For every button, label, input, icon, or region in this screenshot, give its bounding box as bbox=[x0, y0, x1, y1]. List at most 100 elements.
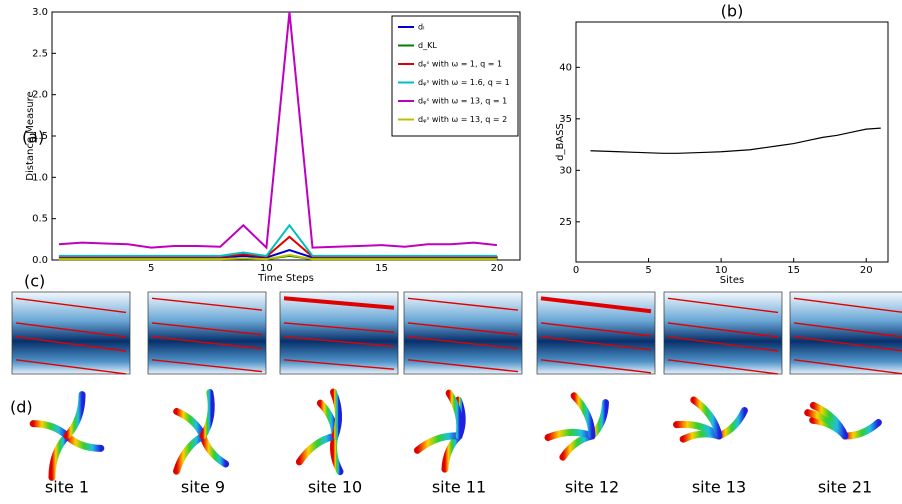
heatmap-contour bbox=[151, 297, 263, 311]
star-arm bbox=[199, 389, 215, 440]
panel-label: (c) bbox=[24, 272, 45, 291]
y-tick-label: 0.0 bbox=[32, 255, 48, 266]
heatmap-contour bbox=[283, 296, 395, 310]
heatmap-contour bbox=[667, 297, 779, 314]
star-arm bbox=[29, 420, 71, 440]
x-axis-label: Time Steps bbox=[257, 273, 314, 284]
y-tick-label: 40 bbox=[559, 62, 572, 73]
panel-label: (a) bbox=[22, 128, 44, 147]
star-arm bbox=[441, 432, 463, 473]
x-tick-label: 10 bbox=[715, 265, 728, 276]
panel-label: (d) bbox=[10, 398, 33, 417]
heatmap-contour bbox=[15, 322, 127, 338]
x-tick-label: 5 bbox=[148, 263, 154, 274]
heatmap-contour bbox=[793, 359, 902, 375]
legend-label: d_KL bbox=[418, 41, 437, 50]
y-tick-label: 1.5 bbox=[32, 131, 48, 142]
star-arm bbox=[559, 432, 596, 461]
star-arm bbox=[544, 428, 596, 442]
heatmap-contour bbox=[540, 296, 652, 314]
legend-label: dᵩˢ with ω = 1, q = 1 bbox=[418, 60, 502, 69]
heatmap-contour bbox=[151, 359, 263, 373]
y-tick-label: 1.0 bbox=[32, 172, 48, 183]
y-axis-label: Distance Measure bbox=[25, 91, 36, 180]
panel-label: (b) bbox=[721, 2, 744, 21]
star-arm bbox=[173, 432, 207, 475]
legend-label: dᵩˢ with ω = 1.6, q = 1 bbox=[418, 78, 510, 87]
star-arm bbox=[570, 392, 596, 440]
heatmap-contour bbox=[540, 359, 652, 374]
star-arm bbox=[841, 419, 882, 440]
plot-frame bbox=[575, 21, 889, 263]
star-arm bbox=[173, 407, 207, 440]
star-arm bbox=[445, 389, 464, 440]
site-label: site 9 bbox=[181, 478, 225, 497]
site-label: site 21 bbox=[818, 478, 872, 497]
y-tick-label: 25 bbox=[559, 217, 572, 228]
star-arm bbox=[413, 432, 463, 454]
legend-box bbox=[391, 15, 519, 137]
heatmap-contour bbox=[667, 359, 779, 375]
y-axis-label: d_BASS bbox=[555, 123, 566, 161]
star-arm bbox=[48, 432, 71, 481]
x-tick-label: 0 bbox=[573, 265, 579, 276]
heatmap-contour bbox=[407, 322, 519, 336]
heatmap-contour bbox=[667, 336, 779, 352]
star-arm bbox=[690, 396, 723, 440]
heatmap-contour bbox=[793, 297, 902, 313]
star-glyph bbox=[804, 401, 882, 440]
legend-label: dᵩˢ with ω = 13, q = 1 bbox=[418, 97, 507, 106]
x-axis-label: Sites bbox=[720, 275, 744, 286]
star-glyph bbox=[173, 389, 230, 475]
star-arm bbox=[330, 432, 344, 476]
heatmap-contour bbox=[15, 336, 127, 352]
heatmap-contour bbox=[15, 297, 127, 314]
site-label: site 12 bbox=[565, 478, 619, 497]
star-arm bbox=[199, 432, 230, 468]
y-tick-label: 3.0 bbox=[32, 7, 48, 18]
heatmap-contour bbox=[151, 336, 263, 350]
site-label: site 1 bbox=[45, 478, 89, 497]
y-tick-label: 2.5 bbox=[32, 48, 48, 59]
heatmap-contour bbox=[407, 297, 519, 311]
x-tick-label: 15 bbox=[787, 265, 800, 276]
x-tick-label: 20 bbox=[491, 263, 504, 274]
y-tick-label: 0.5 bbox=[32, 214, 48, 225]
series-line bbox=[58, 223, 497, 257]
heatmap-contour bbox=[540, 336, 652, 351]
star-glyph bbox=[544, 392, 609, 461]
y-tick-label: 30 bbox=[559, 165, 572, 176]
heatmap-contour bbox=[407, 336, 519, 350]
star-arm bbox=[715, 407, 748, 440]
star-arm bbox=[295, 432, 339, 466]
heatmap-contour bbox=[540, 322, 652, 337]
site-label: site 10 bbox=[308, 478, 362, 497]
x-tick-label: 20 bbox=[860, 265, 873, 276]
x-tick-label: 15 bbox=[375, 263, 388, 274]
heatmap-contour bbox=[793, 322, 902, 338]
series-line bbox=[58, 254, 497, 261]
star-arm bbox=[329, 388, 343, 440]
heatmap-contour bbox=[407, 359, 519, 373]
x-tick-label: 10 bbox=[260, 263, 273, 274]
heatmap-contour bbox=[151, 322, 263, 336]
star-glyph bbox=[672, 396, 748, 443]
heatmap-contour bbox=[283, 336, 395, 347]
heatmap-contour bbox=[283, 359, 395, 370]
legend-label: dₗ bbox=[418, 23, 424, 32]
star-glyph bbox=[413, 389, 466, 473]
star-arm bbox=[63, 432, 105, 452]
heatmap-contour bbox=[15, 359, 127, 375]
star-glyph bbox=[29, 391, 105, 481]
star-arm bbox=[316, 399, 339, 440]
x-tick-label: 5 bbox=[645, 265, 651, 276]
site-label: site 11 bbox=[432, 478, 486, 497]
heatmap-contour bbox=[793, 336, 902, 352]
heatmap-contour bbox=[667, 322, 779, 338]
heatmap-contour bbox=[283, 322, 395, 334]
y-tick-label: 35 bbox=[559, 114, 572, 125]
star-glyph bbox=[295, 388, 344, 476]
series-line bbox=[58, 11, 498, 250]
legend-label: dᵩˢ with ω = 13, q = 2 bbox=[418, 115, 507, 124]
